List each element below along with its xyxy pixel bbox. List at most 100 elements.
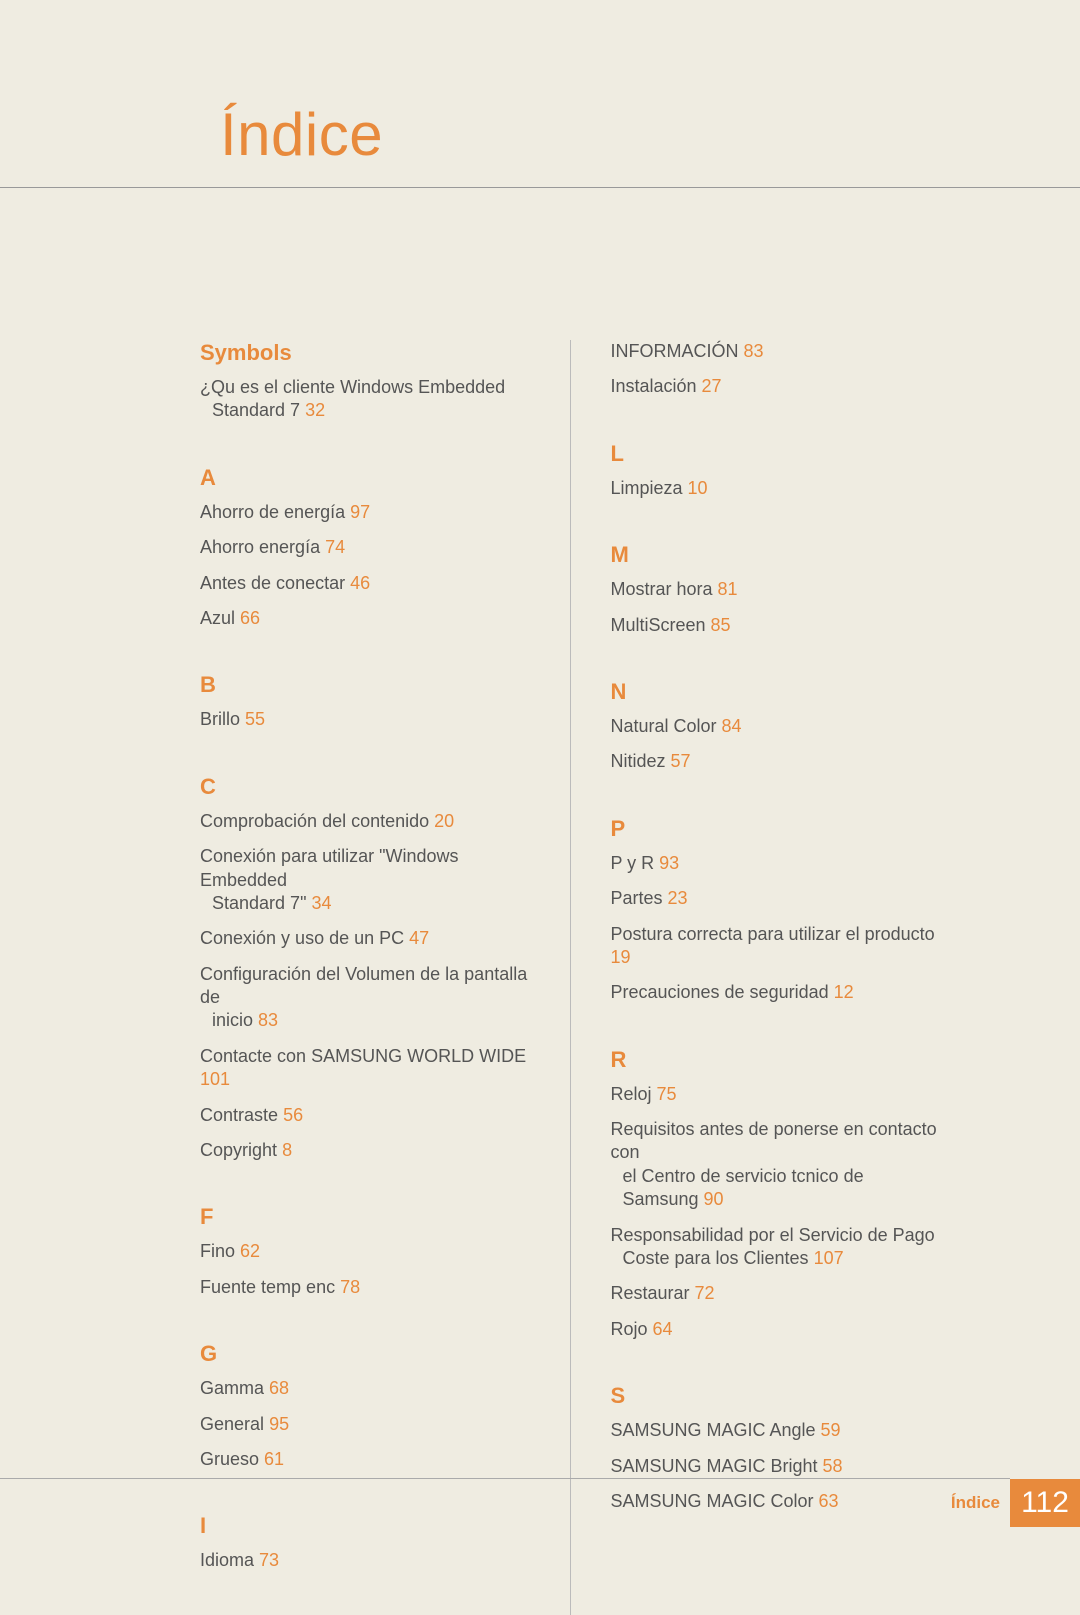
entry-page[interactable]: 68	[269, 1378, 289, 1398]
index-entry[interactable]: Partes 23	[610, 887, 940, 910]
index-entry[interactable]: Conexión y uso de un PC 47	[200, 927, 530, 950]
index-entry[interactable]: Idioma 73	[200, 1549, 530, 1572]
entry-page[interactable]: 12	[834, 982, 854, 1002]
index-entry[interactable]: Ahorro energía 74	[200, 536, 530, 559]
section-head: P	[610, 816, 940, 842]
index-entry[interactable]: Brillo 55	[200, 708, 530, 731]
entry-page[interactable]: 8	[282, 1140, 292, 1160]
entry-page[interactable]: 59	[821, 1420, 841, 1440]
index-column-right: INFORMACIÓN 83Instalación 27LLimpieza 10…	[610, 340, 940, 1615]
entry-page[interactable]: 61	[264, 1449, 284, 1469]
index-entry[interactable]: Natural Color 84	[610, 715, 940, 738]
index-entry[interactable]: Azul 66	[200, 607, 530, 630]
index-entry[interactable]: Requisitos antes de ponerse en contacto …	[610, 1118, 940, 1212]
index-content: Symbols¿Qu es el cliente Windows Embedde…	[200, 340, 940, 1615]
entry-page[interactable]: 75	[657, 1084, 677, 1104]
entry-page[interactable]: 83	[743, 341, 763, 361]
index-entry[interactable]: Contacte con SAMSUNG WORLD WIDE 101	[200, 1045, 530, 1092]
index-entry[interactable]: Instalación 27	[610, 375, 940, 398]
entry-page[interactable]: 55	[245, 709, 265, 729]
index-entry[interactable]: ¿Qu es el cliente Windows EmbeddedStanda…	[200, 376, 530, 423]
index-entry[interactable]: Fino 62	[200, 1240, 530, 1263]
entry-page[interactable]: 101	[200, 1069, 230, 1089]
entry-page[interactable]: 63	[819, 1491, 839, 1511]
entry-page[interactable]: 34	[311, 893, 331, 913]
index-entry[interactable]: Contraste 56	[200, 1104, 530, 1127]
entry-page[interactable]: 56	[283, 1105, 303, 1125]
entry-cont-text: inicio	[212, 1010, 253, 1030]
section-head: G	[200, 1341, 530, 1367]
index-section: S SAMSUNG MAGIC Angle 59 SAMSUNG MAGIC Bri…	[610, 1383, 940, 1513]
index-entry[interactable]: Limpieza 10	[610, 477, 940, 500]
index-section: NNatural Color 84Nitidez 57	[610, 679, 940, 774]
section-head: C	[200, 774, 530, 800]
index-entry[interactable]: Responsabilidad por el Servicio de PagoC…	[610, 1224, 940, 1271]
index-entry[interactable]: P y R 93	[610, 852, 940, 875]
section-head: S	[610, 1383, 940, 1409]
index-entry[interactable]: INFORMACIÓN 83	[610, 340, 940, 363]
section-head: I	[200, 1513, 530, 1539]
entry-page[interactable]: 73	[259, 1550, 279, 1570]
index-entry[interactable]: Conexión para utilizar "Windows Embedded…	[200, 845, 530, 915]
index-entry[interactable]: Nitidez 57	[610, 750, 940, 773]
index-entry[interactable]: Mostrar hora 81	[610, 578, 940, 601]
entry-page[interactable]: 66	[240, 608, 260, 628]
entry-page[interactable]: 23	[668, 888, 688, 908]
entry-page[interactable]: 47	[409, 928, 429, 948]
index-entry[interactable]: Precauciones de seguridad 12	[610, 981, 940, 1004]
index-entry[interactable]: Postura correcta para utilizar el produc…	[610, 923, 940, 970]
entry-page[interactable]: 81	[718, 579, 738, 599]
entry-text: Instalación	[610, 376, 696, 396]
index-entry[interactable]: Restaurar 72	[610, 1282, 940, 1305]
index-entry[interactable]: Configuración del Volumen de la pantalla…	[200, 963, 530, 1033]
index-entry[interactable]: General 95	[200, 1413, 530, 1436]
entry-text: Fino	[200, 1241, 235, 1261]
entry-page[interactable]: 10	[688, 478, 708, 498]
entry-text: General	[200, 1414, 264, 1434]
index-entry[interactable]: SAMSUNG MAGIC Angle 59	[610, 1419, 940, 1442]
entry-page[interactable]: 93	[659, 853, 679, 873]
entry-text: Comprobación del contenido	[200, 811, 429, 831]
entry-page[interactable]: 84	[722, 716, 742, 736]
index-entry[interactable]: SAMSUNG MAGIC Color 63	[610, 1490, 940, 1513]
entry-page[interactable]: 62	[240, 1241, 260, 1261]
entry-cont: inicio 83	[200, 1009, 530, 1032]
index-entry[interactable]: MultiScreen 85	[610, 614, 940, 637]
index-section: AAhorro de energía 97Ahorro energía 74An…	[200, 465, 530, 631]
entry-page[interactable]: 95	[269, 1414, 289, 1434]
entry-text: Partes	[610, 888, 662, 908]
footer-rule	[0, 1478, 1010, 1479]
index-entry[interactable]: Ahorro de energía 97	[200, 501, 530, 524]
entry-page[interactable]: 58	[823, 1456, 843, 1476]
entry-text: Reloj	[610, 1084, 651, 1104]
entry-text: Ahorro de energía	[200, 502, 345, 522]
entry-page[interactable]: 78	[340, 1277, 360, 1297]
entry-page[interactable]: 27	[702, 376, 722, 396]
entry-page[interactable]: 90	[704, 1189, 724, 1209]
entry-text: SAMSUNG MAGIC Angle	[610, 1420, 815, 1440]
entry-page[interactable]: 107	[814, 1248, 844, 1268]
index-entry[interactable]: Gamma 68	[200, 1377, 530, 1400]
index-entry[interactable]: Rojo 64	[610, 1318, 940, 1341]
entry-page[interactable]: 20	[434, 811, 454, 831]
entry-page[interactable]: 72	[695, 1283, 715, 1303]
entry-page[interactable]: 57	[671, 751, 691, 771]
entry-page[interactable]: 85	[711, 615, 731, 635]
entry-page[interactable]: 64	[653, 1319, 673, 1339]
entry-cont-text: Standard 7"	[212, 893, 306, 913]
index-entry[interactable]: Copyright 8	[200, 1139, 530, 1162]
index-entry[interactable]: Grueso 61	[200, 1448, 530, 1471]
index-entry[interactable]: Fuente temp enc 78	[200, 1276, 530, 1299]
entry-text: Contacte con SAMSUNG WORLD WIDE	[200, 1046, 526, 1066]
entry-page[interactable]: 74	[325, 537, 345, 557]
entry-page[interactable]: 32	[305, 400, 325, 420]
entry-page[interactable]: 46	[350, 573, 370, 593]
section-head: R	[610, 1047, 940, 1073]
index-entry[interactable]: Antes de conectar 46	[200, 572, 530, 595]
index-entry[interactable]: SAMSUNG MAGIC Bright 58	[610, 1455, 940, 1478]
index-entry[interactable]: Comprobación del contenido 20	[200, 810, 530, 833]
entry-page[interactable]: 83	[258, 1010, 278, 1030]
entry-page[interactable]: 97	[350, 502, 370, 522]
index-entry[interactable]: Reloj 75	[610, 1083, 940, 1106]
entry-page[interactable]: 19	[610, 947, 630, 967]
